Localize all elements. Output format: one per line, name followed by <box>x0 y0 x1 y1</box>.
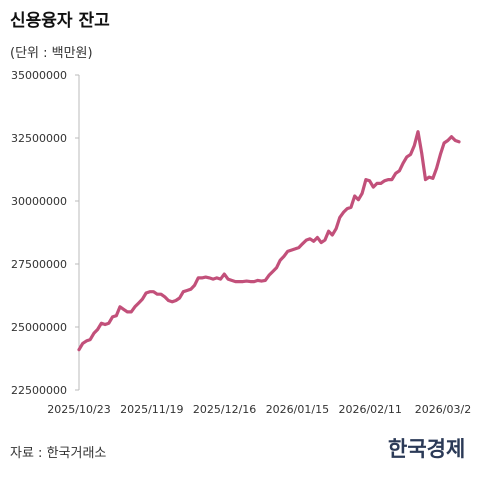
x-tick-label: 2026/01/15 <box>266 403 329 416</box>
series-line <box>77 130 461 352</box>
publisher-logo: 한국경제 <box>388 436 466 461</box>
y-tick-label: 25000000 <box>11 321 67 334</box>
unit-label: (단위 : 백만원) <box>10 46 93 61</box>
y-tick-label: 22500000 <box>11 384 67 397</box>
y-tick-label: 30000000 <box>11 195 67 208</box>
x-tick-label: 2025/10/23 <box>47 403 110 416</box>
x-tick-label: 2025/11/19 <box>120 403 183 416</box>
x-tick-label: 2026/02/11 <box>338 403 401 416</box>
x-tick-label: 2025/12/16 <box>193 403 256 416</box>
y-tick-label: 27500000 <box>11 258 67 271</box>
chart-title: 신용융자 잔고 <box>10 11 110 31</box>
y-tick-label: 35000000 <box>11 69 67 82</box>
y-tick-label: 32500000 <box>11 132 67 145</box>
source-label: 자료 : 한국거래소 <box>10 446 107 461</box>
x-tick-label: 2026/03/2 <box>415 403 471 416</box>
